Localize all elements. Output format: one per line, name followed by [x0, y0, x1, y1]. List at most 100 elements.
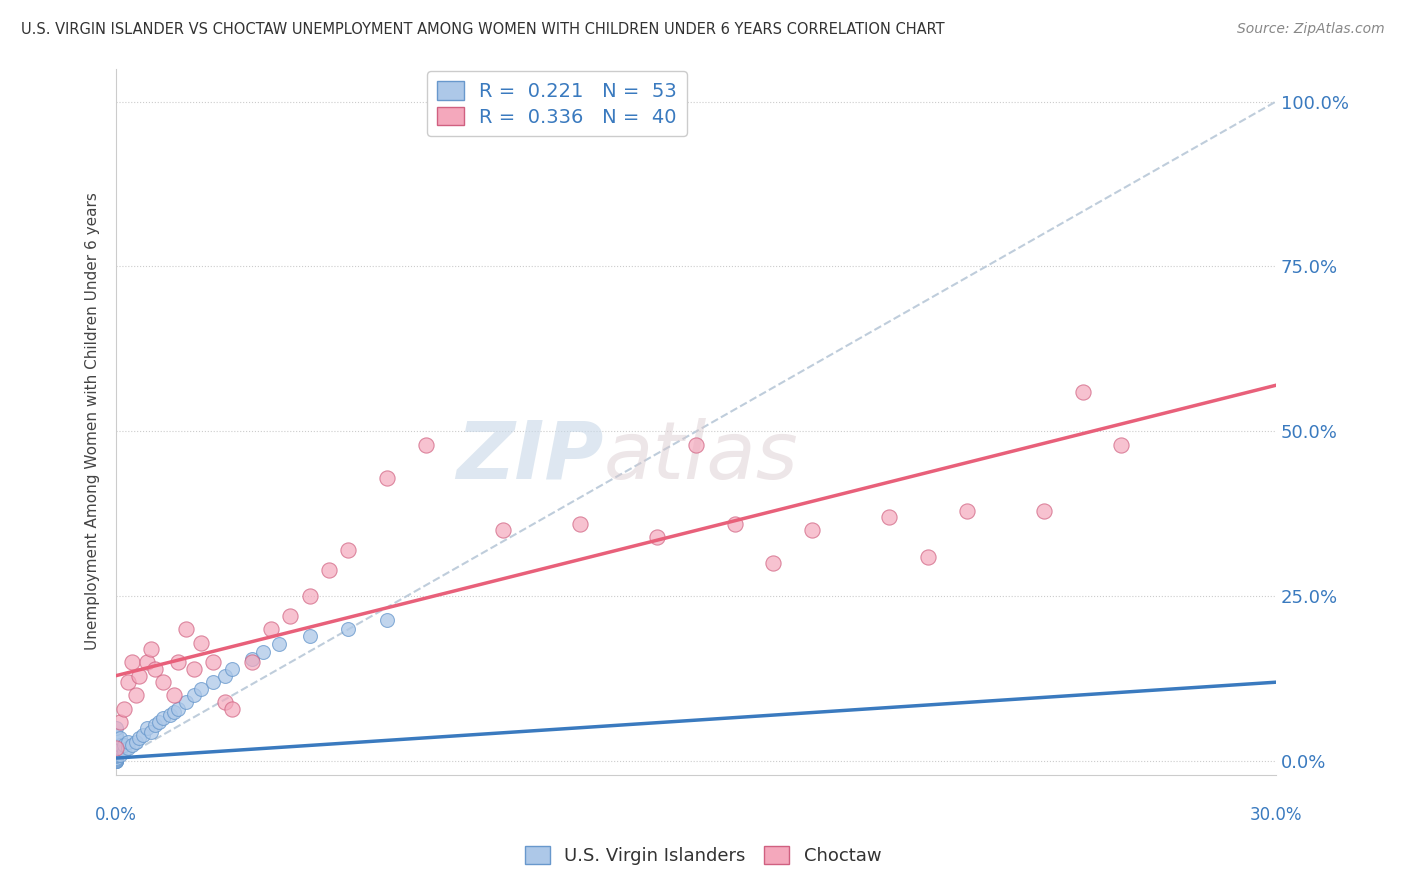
- Point: [105, 741, 128, 756]
- Point: [762, 557, 785, 571]
- Point: [492, 524, 515, 538]
- Point: [801, 524, 824, 538]
- Point: [879, 510, 901, 524]
- Text: atlas: atlas: [603, 417, 799, 496]
- Point: [337, 623, 360, 637]
- Point: [167, 701, 190, 715]
- Text: Source: ZipAtlas.com: Source: ZipAtlas.com: [1237, 22, 1385, 37]
- Point: [221, 701, 243, 715]
- Point: [647, 530, 669, 544]
- Point: [105, 753, 128, 767]
- Point: [201, 656, 224, 670]
- Point: [128, 668, 150, 682]
- Point: [117, 734, 139, 748]
- Point: [298, 590, 321, 604]
- Point: [108, 714, 131, 729]
- Point: [569, 516, 592, 531]
- Point: [415, 437, 437, 451]
- Point: [112, 738, 135, 752]
- Point: [183, 689, 205, 703]
- Point: [139, 642, 162, 657]
- Point: [159, 708, 181, 723]
- Point: [121, 656, 143, 670]
- Point: [337, 543, 360, 558]
- Point: [108, 747, 131, 762]
- Point: [105, 728, 128, 742]
- Point: [105, 751, 128, 765]
- Point: [108, 731, 131, 746]
- Point: [240, 656, 263, 670]
- Point: [124, 734, 146, 748]
- Point: [917, 549, 939, 564]
- Text: 0.0%: 0.0%: [96, 806, 138, 824]
- Point: [105, 747, 128, 761]
- Point: [260, 623, 283, 637]
- Text: U.S. VIRGIN ISLANDER VS CHOCTAW UNEMPLOYMENT AMONG WOMEN WITH CHILDREN UNDER 6 Y: U.S. VIRGIN ISLANDER VS CHOCTAW UNEMPLOY…: [21, 22, 945, 37]
- Point: [105, 738, 128, 752]
- Point: [375, 470, 398, 484]
- Point: [318, 563, 340, 577]
- Point: [152, 711, 174, 725]
- Point: [163, 689, 186, 703]
- Point: [105, 736, 128, 750]
- Point: [148, 714, 170, 729]
- Point: [214, 668, 236, 682]
- Point: [105, 754, 128, 768]
- Point: [105, 755, 128, 769]
- Point: [163, 705, 186, 719]
- Point: [221, 662, 243, 676]
- Point: [174, 623, 197, 637]
- Point: [143, 662, 166, 676]
- Point: [124, 689, 146, 703]
- Point: [278, 609, 301, 624]
- Text: ZIP: ZIP: [456, 417, 603, 496]
- Point: [105, 734, 128, 748]
- Y-axis label: Unemployment Among Women with Children Under 6 years: Unemployment Among Women with Children U…: [86, 193, 100, 650]
- Point: [105, 741, 128, 756]
- Point: [108, 738, 131, 752]
- Point: [1111, 437, 1133, 451]
- Point: [214, 695, 236, 709]
- Point: [112, 701, 135, 715]
- Point: [128, 731, 150, 746]
- Point: [136, 722, 159, 736]
- Point: [190, 635, 212, 649]
- Point: [105, 755, 128, 769]
- Point: [1071, 384, 1094, 399]
- Point: [1033, 503, 1056, 517]
- Point: [167, 656, 190, 670]
- Legend: U.S. Virgin Islanders, Choctaw: U.S. Virgin Islanders, Choctaw: [516, 838, 890, 874]
- Point: [108, 744, 131, 758]
- Point: [375, 613, 398, 627]
- Point: [105, 722, 128, 736]
- Point: [105, 744, 128, 758]
- Legend: R =  0.221   N =  53, R =  0.336   N =  40: R = 0.221 N = 53, R = 0.336 N = 40: [427, 71, 688, 136]
- Point: [183, 662, 205, 676]
- Point: [139, 724, 162, 739]
- Point: [105, 739, 128, 754]
- Point: [190, 681, 212, 696]
- Point: [152, 675, 174, 690]
- Point: [105, 752, 128, 766]
- Point: [956, 503, 979, 517]
- Point: [240, 652, 263, 666]
- Point: [117, 741, 139, 756]
- Point: [252, 645, 274, 659]
- Point: [112, 744, 135, 758]
- Point: [105, 742, 128, 756]
- Point: [267, 637, 290, 651]
- Point: [298, 629, 321, 643]
- Point: [724, 516, 747, 531]
- Point: [105, 749, 128, 764]
- Point: [105, 755, 128, 769]
- Point: [143, 718, 166, 732]
- Point: [117, 675, 139, 690]
- Text: 30.0%: 30.0%: [1250, 806, 1302, 824]
- Point: [685, 437, 707, 451]
- Point: [136, 656, 159, 670]
- Point: [201, 675, 224, 690]
- Point: [174, 695, 197, 709]
- Point: [105, 731, 128, 746]
- Point: [108, 741, 131, 756]
- Point: [121, 738, 143, 752]
